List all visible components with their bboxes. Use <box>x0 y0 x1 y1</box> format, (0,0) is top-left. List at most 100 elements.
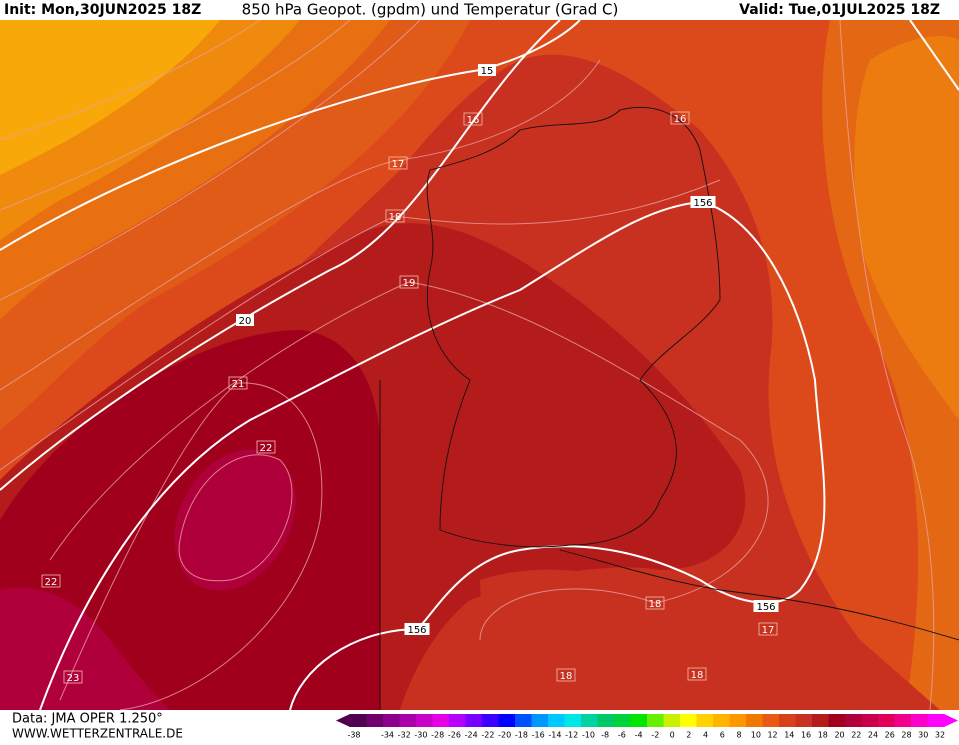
colorbar-swatch <box>812 714 829 727</box>
geopotential-line <box>0 20 581 251</box>
colorbar-arrow <box>944 714 958 727</box>
colorbar-label: -10 <box>582 731 595 740</box>
contour-label-box <box>388 156 408 170</box>
contour-label: 18 <box>389 212 402 223</box>
colorbar-swatch <box>366 714 384 727</box>
geopotential-line <box>909 20 959 91</box>
colorbar-swatch <box>894 714 912 727</box>
colorbar-label: 8 <box>737 731 742 740</box>
colorbar-label: 30 <box>918 731 928 740</box>
contour-label: 22 <box>45 577 58 588</box>
isotherm <box>0 20 261 141</box>
colorbar-swatch <box>399 714 417 727</box>
colorbar-label: -16 <box>532 731 545 740</box>
colorbar-swatch <box>630 714 648 727</box>
valid-time: Valid: Tue,01JUL2025 18Z <box>739 2 940 18</box>
temp-band <box>0 587 170 710</box>
colorbar-label: 16 <box>801 731 811 740</box>
contour-label: 18 <box>649 599 662 610</box>
colorbar-label: 32 <box>935 731 945 740</box>
colorbar-label: 22 <box>851 731 861 740</box>
colorbar-label: 26 <box>885 731 895 740</box>
colorbar-label: -32 <box>398 731 411 740</box>
contour-label: 21 <box>232 379 245 390</box>
contour-label: 16 <box>467 115 480 126</box>
colorbar-swatch <box>498 714 516 727</box>
map-fill <box>0 20 959 710</box>
contour-label-box <box>758 622 778 636</box>
isotherm <box>49 281 769 641</box>
colorbar-arrow <box>336 714 350 727</box>
geopotential-line <box>39 200 826 710</box>
header: Init: Mon,30JUN2025 18Z 850 hPa Geopot. … <box>4 1 940 19</box>
contour-label-box <box>478 64 496 76</box>
map: 15 16 16 17 18 19 20 21 22 22 23 18 17 18 18 156 156 156 <box>0 20 959 710</box>
colorbar-swatch <box>911 714 928 727</box>
contour-label: 156 <box>756 602 775 613</box>
colorbar-swatch <box>531 714 549 727</box>
colorbar-label: -6 <box>618 731 626 740</box>
colorbar-swatch <box>383 714 400 727</box>
colorbar-swatch <box>548 714 565 727</box>
colorbar-label: -26 <box>448 731 461 740</box>
contour-label: 156 <box>693 198 712 209</box>
colorbar-swatch <box>746 714 763 727</box>
colorbar-swatch <box>861 714 879 727</box>
temp-band <box>854 36 959 420</box>
data-source: Data: JMA OPER 1.250° <box>12 712 163 727</box>
isotherm <box>0 59 601 391</box>
colorbar-swatch <box>680 714 697 727</box>
colorbar-label: 4 <box>703 731 708 740</box>
colorbar-swatch <box>465 714 483 727</box>
colorbar-swatch <box>614 714 631 727</box>
contour-label-box <box>687 667 707 681</box>
colorbar-label: -24 <box>465 731 478 740</box>
contour-label-box <box>228 376 248 390</box>
contour-label: 17 <box>762 625 775 636</box>
colorbar-swatch <box>564 714 582 727</box>
contour-label-box <box>399 275 419 289</box>
colorbar-label: 2 <box>686 731 691 740</box>
colorbar-swatch <box>581 714 598 727</box>
isotherm <box>178 454 293 582</box>
isotherm <box>0 20 421 301</box>
colorbar-swatch <box>350 714 367 727</box>
colorbar-swatch <box>713 714 730 727</box>
colorbar: -38 -34 -32 -30 -28 -26 -24 -22 -20 -18 -16 -14 -12-… <box>336 714 958 740</box>
colorbar-swatch <box>432 714 450 727</box>
contour-label-box <box>236 314 254 326</box>
colorbar-label: 6 <box>720 731 725 740</box>
contour-label-box <box>404 623 430 635</box>
colorbar-label: 0 <box>670 731 675 740</box>
colorbar-label: 24 <box>868 731 878 740</box>
isotherm <box>839 20 935 710</box>
contour-label-box <box>556 668 576 682</box>
colorbar-swatch <box>927 714 945 727</box>
colorbar-swatch <box>515 714 532 727</box>
temp-band <box>0 20 220 175</box>
contour-label-box <box>670 111 690 125</box>
contour-label: 15 <box>481 66 494 77</box>
colorbar-label: -14 <box>548 731 561 740</box>
colorbar-swatch <box>647 714 664 727</box>
colorbar-swatch <box>878 714 895 727</box>
isotherm <box>59 382 323 710</box>
colorbar-label: -22 <box>481 731 494 740</box>
colorbar-swatch <box>416 714 433 727</box>
colorbar-label: 14 <box>784 731 794 740</box>
contour-label: 17 <box>392 159 405 170</box>
colorbar-swatch <box>729 714 747 727</box>
colorbar-label: 28 <box>901 731 911 740</box>
colorbar-label: 18 <box>818 731 828 740</box>
contour-label: 20 <box>239 316 252 327</box>
colorbar-swatch <box>663 714 681 727</box>
contour-label: 18 <box>691 670 704 681</box>
contour-label: 18 <box>560 671 573 682</box>
contour-label-box <box>41 574 61 588</box>
contour-label: 19 <box>403 278 416 289</box>
colorbar-label: -4 <box>635 731 643 740</box>
colorbar-label: 10 <box>751 731 761 740</box>
colorbar-label: -20 <box>498 731 511 740</box>
